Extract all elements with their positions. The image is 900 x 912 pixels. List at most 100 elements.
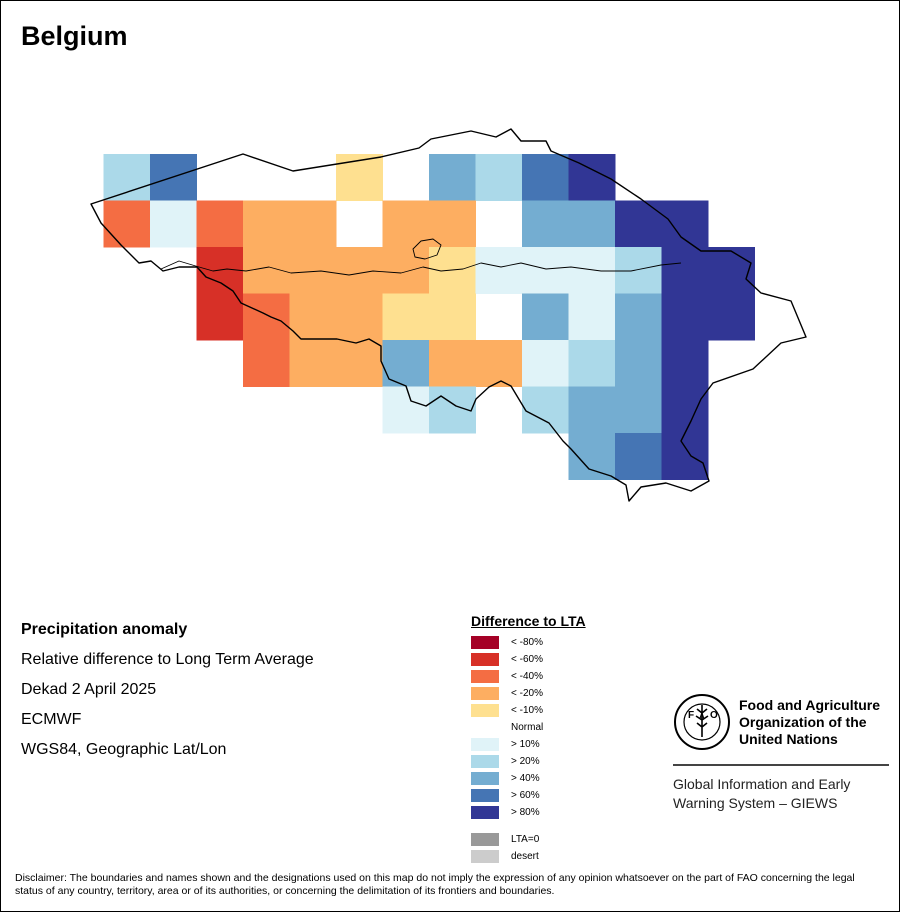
legend-swatch <box>471 652 499 666</box>
svg-text:O: O <box>710 710 718 721</box>
disclaimer: Disclaimer: The boundaries and names sho… <box>15 872 855 897</box>
giews-line-1: Global Information and Early <box>673 776 851 792</box>
grid-cell <box>336 340 383 387</box>
grid-cell <box>243 293 290 341</box>
info-description: Relative difference to Long Term Average <box>21 651 314 668</box>
grid-cell <box>103 200 151 248</box>
legend-swatch <box>471 832 499 846</box>
grid-cell <box>661 386 709 434</box>
grid-cell <box>243 340 290 387</box>
fao-name-line-3: United Nations <box>739 731 838 747</box>
grid-cell <box>615 200 662 248</box>
regional-boundary <box>160 260 682 276</box>
legend-label: < -10% <box>511 704 543 716</box>
grid-cell <box>661 247 709 294</box>
grid-cell <box>615 386 662 434</box>
grid-cell <box>708 247 755 294</box>
grid-cell <box>289 200 337 248</box>
legend-item: < -40% <box>471 669 543 683</box>
grid-cell <box>615 293 662 341</box>
legend-item: desert <box>471 849 539 863</box>
legend-item: < -60% <box>471 652 543 666</box>
grid-cell <box>615 340 662 387</box>
grid-cell <box>568 386 616 434</box>
legend-swatch <box>471 703 499 717</box>
grid-cell <box>522 200 569 248</box>
legend-label: > 60% <box>511 789 540 801</box>
grid-cell <box>661 293 709 341</box>
info-source: ECMWF <box>21 711 82 728</box>
legend-item: < -10% <box>471 703 543 717</box>
fao-logo-icon: F O A <box>674 694 730 750</box>
legend-label: < -20% <box>511 687 543 699</box>
grid-cell <box>661 340 709 387</box>
legend: Difference to LTA < -80% < -60% < -40% < -2… <box>471 613 586 863</box>
legend-swatch <box>471 754 499 768</box>
legend-swatch <box>471 635 499 649</box>
grid-cell <box>382 386 430 434</box>
grid-cell <box>289 340 337 387</box>
grid-cell <box>568 200 616 248</box>
grid-cell <box>708 293 755 341</box>
fao-name-line-2: Organization of the <box>739 714 867 730</box>
grid-cell <box>429 247 476 294</box>
grid-cell <box>243 200 290 248</box>
legend-item: > 20% <box>471 754 540 768</box>
country-outline <box>90 128 807 502</box>
grid-cell <box>475 340 523 387</box>
belgium-boundary <box>90 128 807 502</box>
grid-cell <box>661 433 709 480</box>
info-variable: Precipitation anomaly <box>21 621 188 638</box>
legend-title: Difference to LTA <box>471 613 586 629</box>
grid-cell <box>196 293 244 341</box>
map-title: Belgium <box>21 21 128 51</box>
legend-label: Normal <box>511 721 544 733</box>
grid-cell <box>289 293 337 341</box>
info-projection: WGS84, Geographic Lat/Lon <box>21 741 227 758</box>
grid-cell <box>522 154 569 201</box>
grid-cell <box>429 200 476 248</box>
giews-line-2: Warning System – GIEWS <box>673 795 838 811</box>
info-period: Dekad 2 April 2025 <box>21 681 157 698</box>
legend-swatch <box>471 788 499 802</box>
grid-cell <box>429 293 476 341</box>
legend-item: > 60% <box>471 788 540 802</box>
grid-cell <box>382 293 430 341</box>
grid-cell <box>522 340 569 387</box>
legend-item: LTA=0 <box>471 832 539 846</box>
legend-item: < -80% <box>471 635 543 649</box>
legend-label: < -80% <box>511 636 543 648</box>
grid-cell <box>522 293 569 341</box>
legend-item: Normal <box>471 720 543 734</box>
grid-cell <box>150 200 197 248</box>
grid-cell <box>382 200 430 248</box>
grid-cell <box>196 247 244 294</box>
brussels-boundary <box>412 238 442 260</box>
grid-cell <box>568 293 616 341</box>
grid-cell <box>336 247 383 294</box>
grid-cell <box>568 247 616 294</box>
grid-cell <box>429 154 476 201</box>
grid-cell <box>475 154 523 201</box>
legend-label: LTA=0 <box>511 833 540 845</box>
legend-label: > 20% <box>511 755 540 767</box>
grid-cell <box>522 386 569 434</box>
legend-item: > 80% <box>471 805 540 819</box>
grid-cell <box>429 340 476 387</box>
legend-label: > 10% <box>511 738 540 750</box>
grid-cell <box>289 247 337 294</box>
anomaly-grid <box>103 154 755 480</box>
grid-cell <box>615 433 662 480</box>
legend-item: < -20% <box>471 686 543 700</box>
legend-swatch <box>471 771 499 785</box>
svg-text:A: A <box>699 712 705 721</box>
legend-swatch <box>471 720 499 734</box>
legend-item: > 40% <box>471 771 540 785</box>
legend-swatch <box>471 686 499 700</box>
map-canvas <box>90 128 807 502</box>
grid-cell <box>336 293 383 341</box>
grid-cell <box>382 247 430 294</box>
fao-divider <box>673 764 889 766</box>
map-info: Precipitation anomaly Relative differenc… <box>21 619 314 769</box>
